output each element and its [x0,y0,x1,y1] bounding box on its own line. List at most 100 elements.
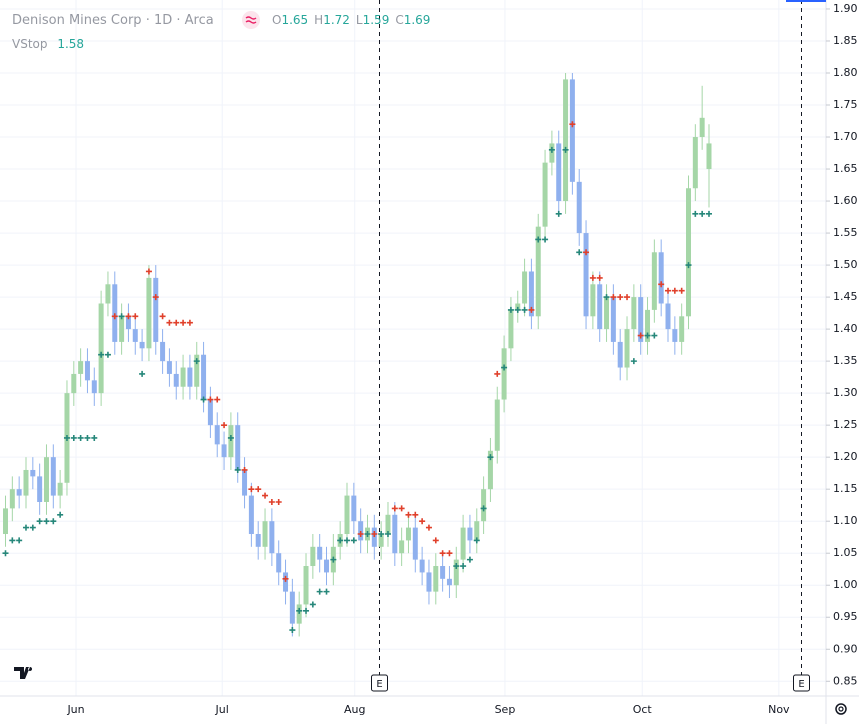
axes: 0.85 0.90 0.95 1.00 1.05 1.10 1.15 1.20 1.25 1.30… [66,2,857,716]
candle-body [153,277,159,342]
tradingview-logo[interactable] [14,667,33,679]
ohlc-label: H [314,13,323,27]
candle-body [262,521,268,547]
candle-body [351,495,357,522]
candle-body [426,572,432,592]
candle-body [487,450,493,490]
vstop-mark [289,627,296,634]
candle-body [665,303,671,330]
candle-body [3,508,8,535]
earnings-label: E [798,679,804,690]
vstop-mark [36,518,43,525]
candle-body [201,354,207,400]
vstop-mark [665,287,672,294]
candle-body [590,284,596,317]
vstop-mark [248,486,255,493]
x-tick-label: Jun [66,703,84,716]
y-tick-label: 1.65 [833,162,858,175]
vstop-mark [576,249,583,256]
vstop-mark [268,498,275,505]
vstop-mark [84,434,91,441]
candle-body [474,521,480,541]
candle-body [392,514,398,554]
y-tick-label: 0.95 [833,610,858,623]
vstop-mark [139,370,146,377]
vstop-mark [542,236,549,243]
y-tick-label: 1.50 [833,258,858,271]
candle-body [412,527,418,560]
candle-body [419,559,425,573]
candle-body [43,457,49,502]
vstop-mark [180,319,187,326]
ohlc-values: O1.65 H1.72 L1.59 C1.69 [272,13,430,27]
vstop-mark [303,607,310,614]
y-tick-label: 1.15 [833,482,858,495]
vstop-mark [548,146,555,153]
compare-icon[interactable] [242,11,260,29]
candle-body [440,566,446,579]
vstop-mark [671,287,678,294]
plot [2,72,712,637]
y-tick-label: 0.85 [833,674,858,687]
candle-body [37,476,43,502]
indicator-value: 1.58 [57,37,84,51]
candle-body [563,79,569,202]
vstop-mark [316,588,323,595]
vstop-mark [453,563,460,570]
vstop-mark [193,358,200,365]
vstop-mark [255,486,262,493]
candle-body [405,527,411,541]
vstop-mark [125,313,132,320]
y-tick-label: 1.25 [833,418,858,431]
vstop-mark [521,306,528,313]
vstop-mark [57,511,64,518]
candle-body [105,284,111,304]
vstop-mark [487,454,494,461]
vstop-mark [589,274,596,281]
candle-body [194,354,200,387]
candle-body [467,527,473,541]
candle-body [494,399,500,451]
vstop-mark [330,556,337,563]
vstop-mark [569,121,576,128]
y-tick-label: 1.60 [833,194,858,207]
candle-body [706,143,712,170]
vstop-mark [357,531,364,538]
settings-icon[interactable] [835,703,847,715]
vstop-mark [118,313,125,320]
vstop-mark [398,505,405,512]
candle-body [119,316,125,342]
earnings-badge[interactable] [371,674,388,692]
candle-body [692,137,698,189]
vstop-mark [16,537,23,544]
candle-body [583,233,589,317]
vstop-mark [405,511,412,518]
candle-body [296,604,302,624]
vstop-mark [637,332,644,339]
vstop-mark [241,466,248,473]
vstop-mark [617,294,624,301]
candle-body [645,309,651,342]
vstop-mark [425,524,432,531]
y-tick-label: 1.75 [833,98,858,111]
vstop-mark [685,262,692,269]
candle-body [597,284,603,330]
candle-body [453,559,459,586]
earnings-badge[interactable] [793,674,810,692]
vstop-mark [111,313,118,320]
candle-body [686,188,691,317]
logo-glyph [14,667,33,679]
ohlc-value: 1.65 [281,13,308,27]
vstop-mark [412,511,419,518]
ohlc-value: 1.69 [404,13,431,27]
earnings-label: E [376,679,382,690]
candle-body [385,514,391,535]
candle-body [610,297,616,342]
candle-body [638,297,644,342]
candle-body [71,373,77,394]
vstop-mark [384,531,391,538]
vstop-mark [692,210,699,217]
y-tick-label: 1.45 [833,290,858,303]
vstop-mark [603,294,610,301]
x-tick-label: Nov [768,703,790,716]
